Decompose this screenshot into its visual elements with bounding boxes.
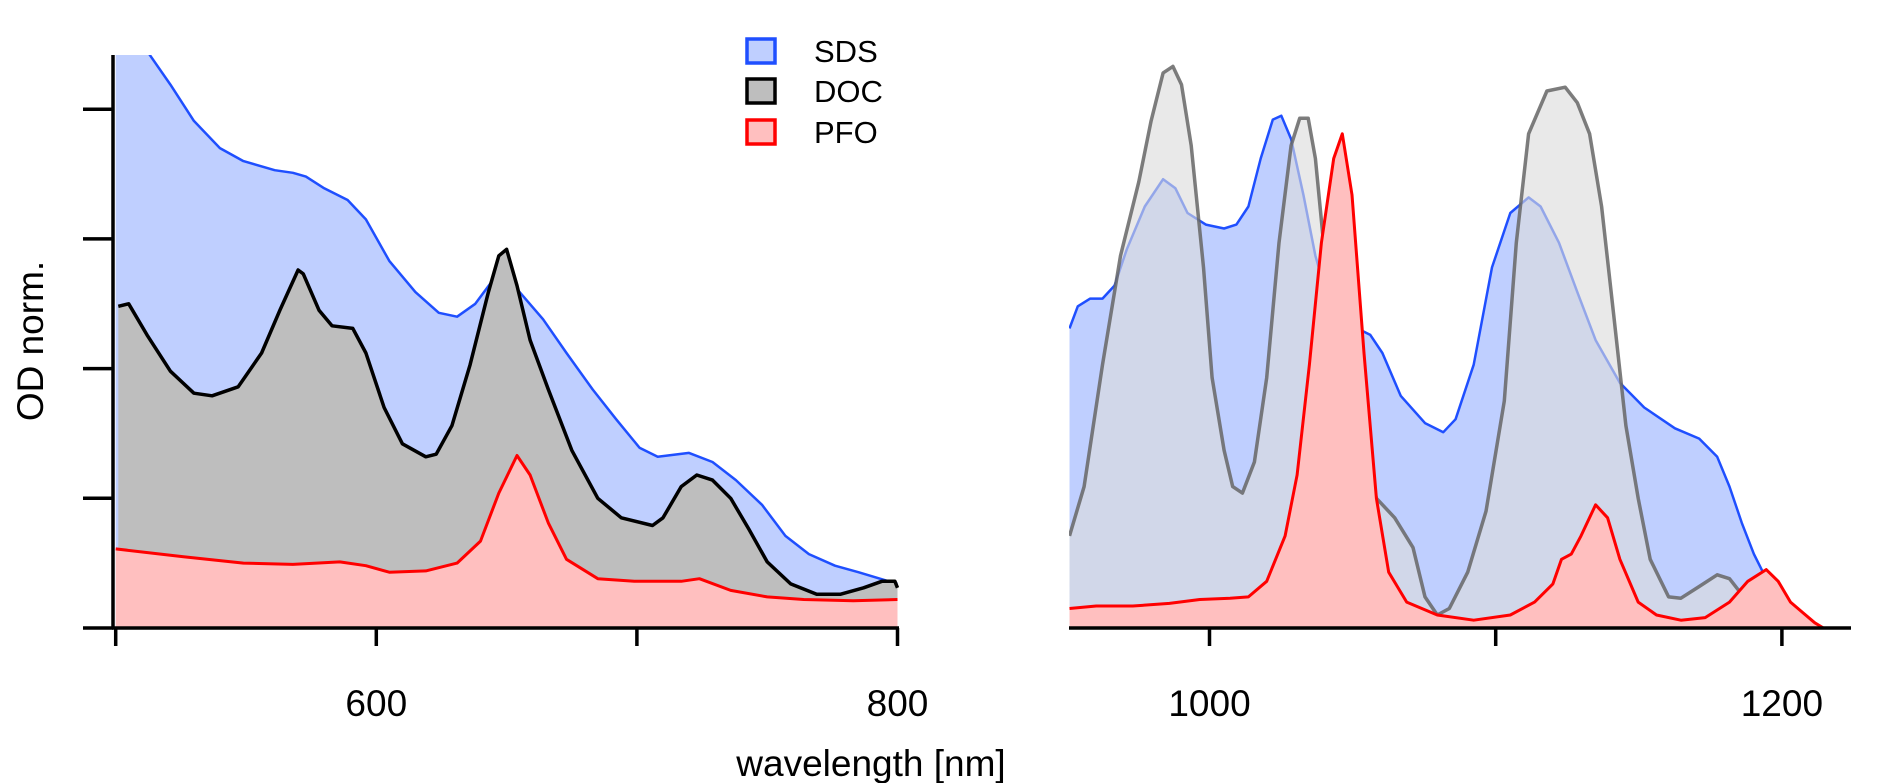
x-tick-label: 600: [345, 683, 407, 724]
x-tick-label: 1200: [1741, 683, 1823, 724]
legend-swatch-pfo: [745, 118, 777, 146]
x-tick-label: 1000: [1168, 683, 1250, 724]
axes: 600 800 1000 1200: [83, 55, 1851, 724]
left-panel-series: [115, 55, 900, 629]
pfo-area-left: [115, 455, 898, 628]
right-panel-series: [1069, 64, 1825, 630]
legend: SDS DOC PFO: [745, 34, 883, 150]
legend-label-sds: SDS: [814, 34, 878, 69]
y-axis-title: OD norm.: [10, 261, 51, 421]
doc-line-left: [117, 247, 900, 597]
x-tick-label: 800: [867, 683, 929, 724]
doc-line-right: [1069, 64, 1768, 628]
legend-item-pfo: PFO: [745, 115, 878, 150]
legend-label-pfo: PFO: [814, 115, 878, 150]
legend-item-doc: DOC: [745, 74, 883, 109]
x-axis-title: wavelength [nm]: [735, 743, 1005, 783]
pfo-line-right: [1069, 132, 1825, 630]
doc-area-left: [118, 249, 898, 629]
pfo-line-left: [115, 454, 898, 603]
legend-item-sds: SDS: [745, 34, 878, 69]
legend-swatch-sds: [745, 37, 777, 65]
legend-swatch-doc: [745, 77, 777, 105]
doc-area-right: [1069, 66, 1767, 628]
legend-label-doc: DOC: [814, 74, 883, 109]
